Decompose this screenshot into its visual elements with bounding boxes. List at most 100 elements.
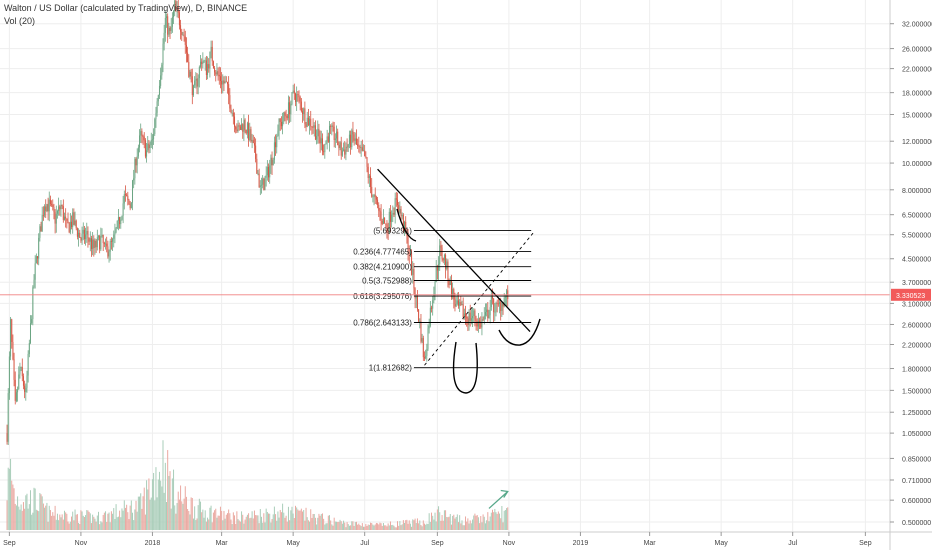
- candle-body: [414, 288, 416, 299]
- candle-body: [129, 204, 131, 209]
- candle-body: [459, 302, 461, 306]
- volume-bar: [37, 510, 39, 530]
- volume-bar: [229, 513, 231, 530]
- y-tick-label: 0.500000: [902, 520, 931, 527]
- volume-bar: [208, 519, 210, 530]
- candle-body: [438, 264, 440, 271]
- volume-bar: [407, 523, 409, 530]
- candle-body: [25, 387, 27, 393]
- candle-body: [428, 325, 430, 329]
- volume-bar: [299, 510, 301, 530]
- volume-bar: [154, 500, 156, 530]
- y-tick-label: 2.200000: [902, 342, 931, 349]
- volume-bar: [413, 520, 415, 530]
- volume-bar: [242, 514, 244, 530]
- volume-bar: [361, 523, 363, 530]
- candle-body: [355, 138, 357, 145]
- candle-body: [495, 302, 497, 312]
- volume-bar: [224, 518, 226, 530]
- candle-body: [87, 230, 89, 239]
- candle-body: [477, 320, 479, 327]
- candle-body: [348, 134, 350, 145]
- candle-body: [297, 94, 299, 95]
- candle-body: [433, 294, 435, 301]
- volume-bar: [212, 512, 214, 530]
- candle-body: [238, 125, 240, 127]
- volume-bar: [393, 525, 395, 530]
- x-tick-label: Sep: [3, 540, 16, 547]
- volume-bar: [250, 517, 252, 530]
- volume-bar: [429, 521, 431, 530]
- volume-bar: [408, 520, 410, 530]
- candle-body: [6, 433, 8, 442]
- volume-bar: [307, 520, 309, 530]
- volume-bar: [103, 512, 105, 530]
- y-tick-label: 0.850000: [902, 456, 931, 463]
- candle-body: [350, 134, 352, 148]
- y-tick-label: 0.710000: [902, 478, 931, 485]
- volume-bar: [115, 504, 117, 530]
- volume-bar: [256, 515, 258, 530]
- candle-body: [351, 130, 353, 148]
- candle-body: [391, 214, 393, 222]
- candle-body: [89, 238, 91, 242]
- last-price-badge: [891, 288, 931, 301]
- candle-body: [497, 303, 499, 305]
- candle-body: [62, 206, 64, 220]
- volume-bar: [327, 515, 329, 530]
- volume-bar: [409, 523, 411, 530]
- candle-body: [395, 198, 397, 200]
- candle-body: [319, 136, 321, 144]
- volume-bar: [31, 514, 33, 530]
- candle-body: [481, 319, 483, 328]
- candle-body: [34, 263, 36, 280]
- candle-body: [488, 315, 490, 319]
- candle-body: [203, 60, 205, 62]
- candle-body: [285, 115, 287, 117]
- volume-bar: [96, 515, 98, 530]
- candle-body: [148, 143, 150, 149]
- volume-bar: [272, 514, 274, 530]
- volume-bar: [373, 525, 375, 530]
- volume-bar: [89, 513, 91, 530]
- candle-body: [502, 302, 504, 307]
- volume-bar: [173, 469, 175, 530]
- candle-body: [201, 61, 203, 65]
- candle-body: [373, 194, 375, 197]
- volume-bar: [433, 519, 435, 530]
- candle-body: [397, 199, 399, 206]
- volume-bar: [276, 520, 278, 530]
- candle-body: [389, 211, 391, 222]
- candle-body: [436, 267, 438, 271]
- volume-bar: [156, 497, 158, 530]
- volume-bar: [15, 505, 17, 530]
- candle-body: [183, 34, 185, 37]
- candle-body: [139, 135, 141, 148]
- candle-body: [346, 146, 348, 148]
- volume-bar: [466, 521, 468, 530]
- candle-body: [117, 217, 119, 221]
- candle-body: [262, 178, 264, 185]
- candle-body: [407, 235, 409, 253]
- candle-body: [38, 237, 40, 259]
- candle-body: [236, 129, 238, 132]
- candle-body: [80, 237, 82, 241]
- volume-bar: [323, 518, 325, 530]
- candle-body: [466, 316, 468, 319]
- candle-body: [467, 318, 469, 325]
- volume-bar: [474, 513, 476, 530]
- volume-bar: [146, 480, 148, 530]
- volume-bar: [386, 526, 388, 530]
- volume-bar: [367, 524, 369, 530]
- volume-bar: [218, 515, 220, 530]
- volume-bar: [346, 522, 348, 530]
- volume-bar: [435, 521, 437, 530]
- x-tick-label: Mar: [644, 540, 657, 547]
- candle-body: [269, 165, 271, 178]
- volume-bar: [330, 520, 332, 530]
- candle-body: [264, 177, 266, 191]
- volume-bar: [262, 522, 264, 530]
- volume-bar: [116, 517, 118, 530]
- volume-bar: [107, 513, 109, 530]
